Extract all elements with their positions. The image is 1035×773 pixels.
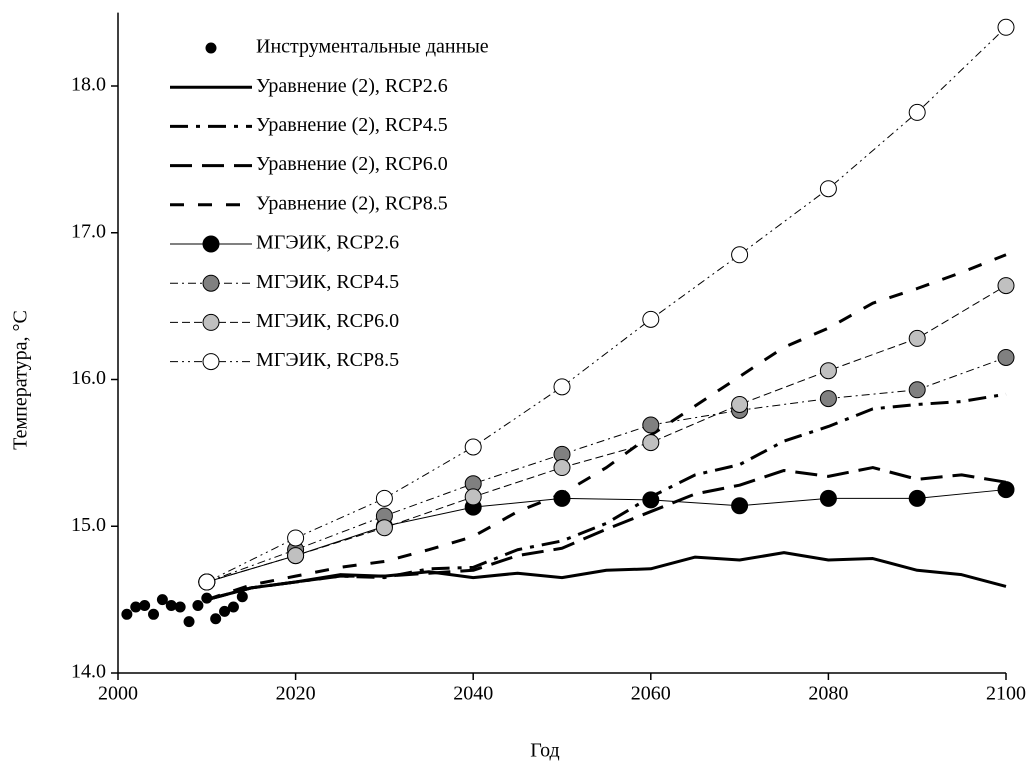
x-axis-title: Год xyxy=(530,740,559,762)
marker xyxy=(375,519,393,537)
series-line xyxy=(206,392,1007,602)
marker xyxy=(198,573,216,591)
marker xyxy=(464,438,482,456)
x-tick-label: 2040 xyxy=(453,683,493,705)
marker xyxy=(819,390,837,408)
marker xyxy=(819,489,837,507)
marker xyxy=(165,599,177,611)
marker xyxy=(121,608,133,620)
marker xyxy=(908,329,926,347)
marker xyxy=(375,489,393,507)
legend-marker xyxy=(205,42,217,54)
legend-label: Уравнение (2), RCP2.6 xyxy=(256,75,448,97)
y-tick-label: 14.0 xyxy=(71,661,106,683)
series-line xyxy=(206,551,1007,602)
x-tick-label: 2080 xyxy=(808,683,848,705)
marker xyxy=(997,348,1015,366)
marker xyxy=(997,277,1015,295)
marker xyxy=(908,381,926,399)
marker xyxy=(287,547,305,565)
marker xyxy=(553,489,571,507)
marker xyxy=(183,616,195,628)
marker xyxy=(192,599,204,611)
marker xyxy=(642,434,660,452)
marker xyxy=(819,180,837,198)
marker xyxy=(997,481,1015,499)
series-line xyxy=(206,466,1007,602)
y-tick-label: 16.0 xyxy=(71,367,106,389)
x-tick-label: 2100 xyxy=(986,683,1026,705)
marker xyxy=(148,608,160,620)
legend-label: Уравнение (2), RCP8.5 xyxy=(256,192,448,214)
legend-label: Уравнение (2), RCP6.0 xyxy=(256,153,448,175)
y-tick-label: 15.0 xyxy=(71,514,106,536)
series-line xyxy=(206,357,1007,583)
marker xyxy=(139,599,151,611)
legend-label: Инструментальные данные xyxy=(256,36,489,58)
y-tick-label: 17.0 xyxy=(71,220,106,242)
legend-marker xyxy=(202,274,220,292)
x-tick-label: 2000 xyxy=(98,683,138,705)
legend-label: МГЭИК, RCP6.0 xyxy=(256,310,399,332)
marker xyxy=(642,491,660,509)
series-line xyxy=(206,489,1007,583)
marker xyxy=(997,18,1015,36)
marker xyxy=(819,362,837,380)
legend-label: МГЭИК, RCP2.6 xyxy=(256,232,399,254)
series-line xyxy=(206,253,1007,602)
marker xyxy=(908,103,926,121)
legend-marker xyxy=(202,235,220,253)
marker xyxy=(731,246,749,264)
marker xyxy=(642,310,660,328)
x-tick-label: 2020 xyxy=(276,683,316,705)
x-tick-label: 2060 xyxy=(631,683,671,705)
marker xyxy=(464,488,482,506)
series-line xyxy=(206,285,1007,583)
marker xyxy=(908,489,926,507)
marker xyxy=(553,459,571,477)
marker xyxy=(731,497,749,515)
series-line xyxy=(206,26,1007,583)
legend-marker xyxy=(202,313,220,331)
marker xyxy=(174,601,186,613)
y-axis-title: Температура, °C xyxy=(10,310,32,450)
y-tick-label: 18.0 xyxy=(71,74,106,96)
marker xyxy=(731,395,749,413)
legend-label: Уравнение (2), RCP4.5 xyxy=(256,114,448,136)
marker xyxy=(642,416,660,434)
marker xyxy=(156,594,168,606)
marker xyxy=(236,591,248,603)
marker xyxy=(287,529,305,547)
marker xyxy=(130,601,142,613)
legend-marker xyxy=(202,353,220,371)
marker xyxy=(227,601,239,613)
marker xyxy=(553,378,571,396)
legend-label: МГЭИК, RCP4.5 xyxy=(256,271,399,293)
legend-label: МГЭИК, RCP8.5 xyxy=(256,349,399,371)
marker xyxy=(210,613,222,625)
marker xyxy=(219,605,231,617)
